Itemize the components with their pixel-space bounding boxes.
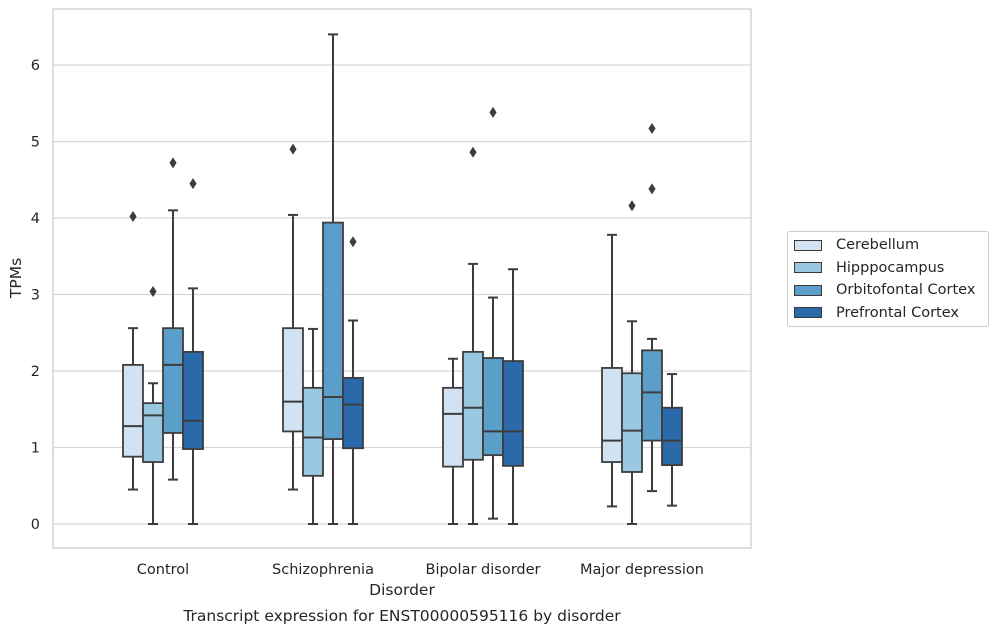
box-3-0 <box>601 233 623 508</box>
x-tick-label: Control <box>137 562 189 578</box>
y-tick-label: 6 <box>31 58 40 74</box>
x-tick-labels: Control Schizophrenia Bipolar disorder Majo… <box>137 562 704 578</box>
x-tick-label: Schizophrenia <box>272 562 374 578</box>
box-iqr <box>142 402 164 463</box>
box-iqr <box>162 327 184 434</box>
box-3-3 <box>661 373 683 507</box>
box-iqr <box>182 350 204 450</box>
outlier-point <box>469 146 477 158</box>
legend-item: Hipppocampus <box>794 259 944 277</box>
box-iqr <box>661 406 683 466</box>
y-tick-label: 5 <box>31 135 40 151</box>
box-1-3 <box>342 236 364 525</box>
box-iqr <box>621 372 643 473</box>
outlier-point <box>489 106 497 118</box>
legend-swatch <box>794 307 822 318</box>
outlier-point <box>149 285 157 297</box>
legend: Cerebellum Hipppocampus Orbitofontal Corte… <box>787 231 989 327</box>
outlier-point <box>289 143 297 155</box>
plot-frame <box>52 8 752 549</box>
box-3-2 <box>641 122 663 493</box>
legend-item: Prefrontal Cortex <box>794 304 959 322</box>
outlier-point <box>628 200 636 212</box>
box-iqr <box>641 349 663 442</box>
y-tick-label: 0 <box>31 517 40 533</box>
outlier-point <box>129 210 137 222</box>
box-0-0 <box>122 210 144 491</box>
x-axis-label: Disorder <box>369 581 435 599</box>
box-0-2 <box>162 157 184 481</box>
legend-label: Cerebellum <box>836 237 920 253</box>
box-iqr <box>462 350 484 461</box>
legend-item: Orbitofontal Cortex <box>794 281 975 299</box>
box-3-1 <box>621 200 643 525</box>
box-1-2 <box>322 33 344 525</box>
box-iqr <box>482 357 504 457</box>
y-tick-label: 4 <box>31 211 40 227</box>
legend-label: Prefrontal Cortex <box>836 304 959 321</box>
box-iqr <box>442 386 464 468</box>
box-iqr <box>322 221 344 440</box>
box-2-1 <box>462 146 484 525</box>
legend-swatch <box>794 262 822 273</box>
box-0-3 <box>182 178 204 525</box>
legend-swatch <box>794 284 822 296</box>
box-1-1 <box>302 327 324 525</box>
box-0-1 <box>142 285 164 525</box>
x-tick-label: Bipolar disorder <box>426 562 541 578</box>
y-tick-label: 3 <box>31 288 40 304</box>
box-2-0 <box>442 357 464 525</box>
box-1-0 <box>282 143 304 491</box>
outlier-point <box>189 178 197 190</box>
y-tick-labels: 0 1 2 3 4 5 6 <box>31 58 40 533</box>
y-axis-label: TPMs <box>7 258 25 299</box>
legend-item: Cerebellum <box>794 236 919 254</box>
box-2-2 <box>482 106 504 520</box>
legend-label: Orbitofontal Cortex <box>836 282 976 298</box>
outlier-point <box>169 157 177 169</box>
legend-label: Hipppocampus <box>836 259 945 276</box>
box-2-3 <box>502 268 524 525</box>
box-iqr <box>122 363 144 458</box>
outlier-point <box>349 236 357 248</box>
box-iqr <box>302 386 324 477</box>
box-iqr <box>601 367 623 463</box>
box-iqr <box>282 327 304 433</box>
legend-swatch <box>794 239 822 251</box>
y-tick-label: 1 <box>31 441 40 457</box>
outlier-point <box>648 122 656 134</box>
box-iqr <box>342 376 364 450</box>
outlier-point <box>648 183 656 195</box>
plot-boxes <box>122 33 683 525</box>
figure-caption: Transcript expression for ENST0000059511… <box>183 607 621 625</box>
y-tick-label: 2 <box>31 364 40 380</box>
x-tick-label: Major depression <box>580 562 704 578</box>
box-iqr <box>502 360 524 467</box>
